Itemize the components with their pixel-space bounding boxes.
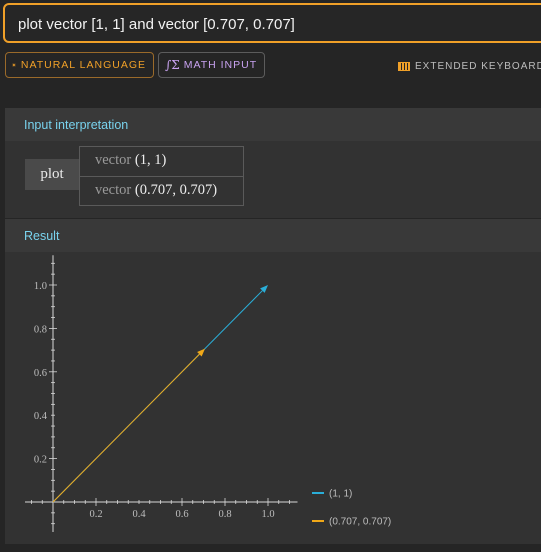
vector-arrow: [52, 348, 206, 503]
query-text[interactable]: plot vector [1, 1] and vector [0.707, 0.…: [18, 16, 295, 33]
x-tick-label: 0.8: [218, 509, 231, 520]
math-input-button[interactable]: ∫Σ MATH INPUT: [158, 52, 265, 78]
result-body: [5, 252, 541, 544]
keyboard-icon: [398, 62, 410, 71]
result-header: Result: [5, 219, 541, 252]
legend-label: (1, 1): [329, 489, 352, 500]
math-input-label: MATH INPUT: [183, 59, 258, 71]
y-tick-label: 0.4: [34, 411, 48, 422]
extended-keyboard-label: EXTENDED KEYBOARD: [415, 61, 541, 72]
x-tick-label: 0.2: [89, 509, 102, 520]
integral-sigma-icon: ∫Σ: [165, 58, 180, 72]
plot-legend: (1, 1) (0.707, 0.707): [312, 489, 391, 528]
x-tick-label: 0.4: [132, 509, 146, 520]
plot-marks: [52, 285, 268, 503]
interpretation-function: plot: [25, 159, 79, 190]
interpretation-table: vector (1, 1) vector (0.707, 0.707): [79, 146, 244, 206]
natural-language-button[interactable]: NATURAL LANGUAGE: [5, 52, 154, 78]
vector-arrowhead: [197, 348, 206, 357]
x-tick-label: 0.6: [175, 509, 188, 520]
sun-icon: [12, 63, 16, 67]
query-input[interactable]: plot vector [1, 1] and vector [0.707, 0.…: [3, 3, 541, 43]
vector-line: [52, 353, 200, 503]
interpretation-row-function: vector: [95, 152, 132, 168]
interpretation-row: vector (1, 1): [80, 147, 243, 176]
x-tick-label: 1.0: [261, 509, 274, 520]
legend-label: (0.707, 0.707): [329, 517, 391, 528]
y-tick-label: 0.6: [34, 368, 47, 379]
vector-arrowhead: [260, 285, 268, 293]
interpretation-row-function: vector: [95, 182, 132, 198]
interpretation-row-args: (1, 1): [134, 152, 167, 168]
input-interpretation-title: Input interpretation: [24, 118, 129, 132]
y-tick-label: 0.2: [34, 455, 47, 466]
interpretation-row: vector (0.707, 0.707): [80, 176, 243, 205]
natural-language-label: NATURAL LANGUAGE: [20, 59, 146, 71]
interpretation-row-args: (0.707, 0.707): [134, 182, 218, 198]
plot-axes: 0.2 0.4 0.6 0.8 1.0 0.2 0.4 0.6 0.8 1.0: [25, 255, 298, 532]
y-tick-label: 1.0: [34, 281, 47, 292]
input-interpretation-header: Input interpretation: [5, 108, 541, 141]
extended-keyboard-button[interactable]: EXTENDED KEYBOARD: [398, 61, 541, 72]
y-tick-label: 0.8: [34, 324, 47, 335]
result-title: Result: [24, 229, 60, 243]
